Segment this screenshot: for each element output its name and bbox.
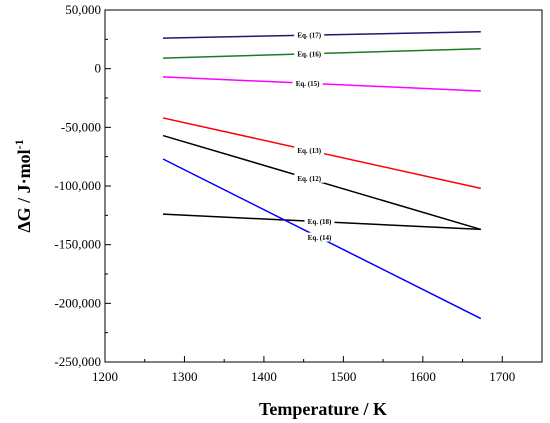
y-tick-label: -200,000 <box>54 295 101 310</box>
series-label: Eq. (18) <box>308 218 332 226</box>
series-label-bg <box>304 216 335 226</box>
x-axis-title: Temperature / K <box>259 399 387 419</box>
x-tick-label: 1600 <box>410 369 436 384</box>
series-label: Eq. (16) <box>297 50 321 58</box>
series-label-bg <box>294 145 325 155</box>
y-axis-title: ΔG / J·mol-1 <box>12 139 34 232</box>
y-tick-label: -250,000 <box>54 354 101 369</box>
series-label-bg <box>294 48 325 58</box>
x-tick-label: 1500 <box>330 369 356 384</box>
y-axis-title-exponent: -1 <box>12 139 26 149</box>
series-label: Eq. (15) <box>296 80 320 88</box>
y-tick-label: 0 <box>95 61 102 76</box>
y-axis-ticks: 50,000 0 -50,000 -100,000 -150,000 -200,000 -2… <box>54 2 111 369</box>
x-tick-label: 1200 <box>92 369 118 384</box>
series-label: Eq. (13) <box>297 147 321 155</box>
x-axis-ticks: 1200 1300 1400 1500 1600 1700 <box>92 356 515 384</box>
series-label: Eq. (14) <box>308 234 332 242</box>
series-label-bg <box>304 232 335 242</box>
y-axis-title-main: ΔG / J·mol <box>14 149 34 232</box>
series-label-bg <box>292 78 323 88</box>
series-label: Eq. (12) <box>297 175 321 183</box>
series-labels: Eq. (17) Eq. (16) Eq. (15) Eq. (13) Eq. (12)… <box>292 30 335 242</box>
series-label: Eq. (17) <box>297 32 321 40</box>
y-tick-label: -150,000 <box>54 237 101 252</box>
series-label-bg <box>294 173 325 183</box>
y-tick-label: -100,000 <box>54 178 101 193</box>
series-label-bg <box>294 30 325 40</box>
x-tick-label: 1300 <box>171 369 197 384</box>
y-tick-label: 50,000 <box>65 2 101 17</box>
x-tick-label: 1400 <box>251 369 277 384</box>
x-tick-label: 1700 <box>489 369 515 384</box>
plot-frame <box>104 9 543 363</box>
y-tick-label: -50,000 <box>61 119 101 134</box>
